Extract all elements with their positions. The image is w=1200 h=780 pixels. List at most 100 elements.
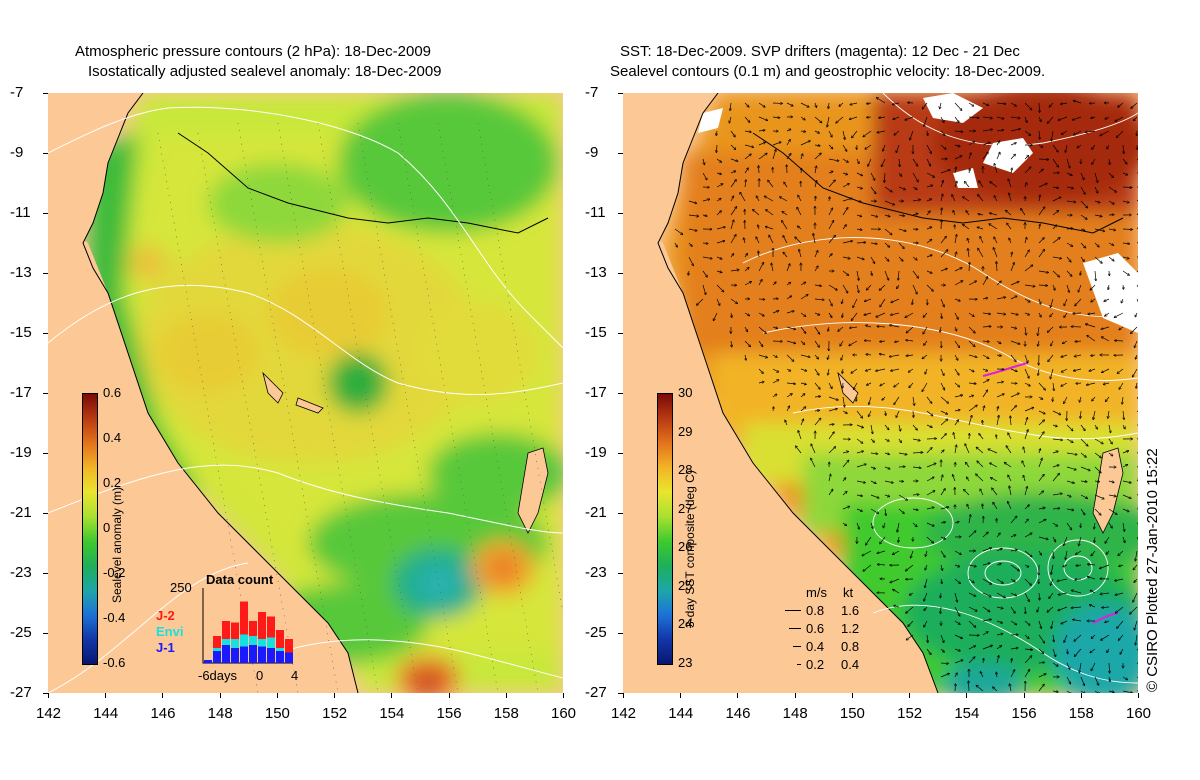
velocity-vector xyxy=(1080,452,1086,457)
velocity-vector xyxy=(996,607,1003,608)
data-count-bar-envi xyxy=(249,636,257,645)
lon-tick-label: 158 xyxy=(493,705,519,722)
velocity-vector xyxy=(968,340,975,346)
velocity-vector xyxy=(895,341,900,342)
velocity-vector xyxy=(1010,684,1011,692)
velocity-vector xyxy=(982,578,991,584)
lon-tick-mark xyxy=(219,693,221,698)
velocity-vector xyxy=(842,312,843,317)
velocity-vector xyxy=(1038,368,1039,375)
velocity-vector xyxy=(982,102,988,105)
velocity-vector xyxy=(1091,550,1096,556)
sla-colorbar-tick: -0.2 xyxy=(103,565,126,580)
velocity-vector xyxy=(1006,446,1012,454)
lat-tick-label: -17 xyxy=(10,384,32,401)
velocity-vector xyxy=(1079,662,1082,673)
velocity-vector xyxy=(814,299,824,300)
velocity-vector xyxy=(772,311,779,314)
velocity-vector xyxy=(940,410,947,414)
data-count-bar-envi xyxy=(231,639,239,648)
right-title-line1: SST: 18-Dec-2009. SVP drifters (magenta)… xyxy=(620,43,1020,60)
velocity-vector xyxy=(1094,228,1104,231)
velocity-vector xyxy=(979,181,984,188)
velocity-vector xyxy=(1024,634,1029,638)
velocity-vector xyxy=(996,297,1005,300)
velocity-vector xyxy=(1079,536,1082,546)
velocity-vector xyxy=(968,142,975,146)
velocity-vector xyxy=(1024,368,1029,378)
velocity-vector xyxy=(940,326,941,332)
velocity-vector xyxy=(1010,263,1014,272)
velocity-vector xyxy=(963,224,970,230)
velocity-vector xyxy=(731,312,732,317)
velocity-vector xyxy=(1066,466,1076,470)
velocity-vector xyxy=(1122,536,1125,542)
velocity-vector xyxy=(1010,406,1016,412)
velocity-vector xyxy=(1108,438,1112,444)
velocity-vector xyxy=(674,228,683,234)
velocity-vector xyxy=(922,382,928,391)
velocity-vector xyxy=(940,130,945,135)
velocity-vector xyxy=(1064,298,1068,306)
velocity-vector xyxy=(924,340,928,345)
velocity-vector xyxy=(828,221,834,230)
velocity-vector xyxy=(941,312,942,318)
lat-tick-label: -7 xyxy=(10,84,24,101)
velocity-vector xyxy=(800,131,805,132)
velocity-vector xyxy=(850,102,858,105)
velocity-vector xyxy=(877,98,886,104)
velocity-vector xyxy=(996,564,1001,565)
velocity-vector xyxy=(968,326,975,333)
velocity-vector xyxy=(982,129,992,132)
velocity-vector xyxy=(940,419,947,426)
data-count-bar-j1 xyxy=(222,645,230,663)
velocity-vector xyxy=(996,533,1000,538)
velocity-vector xyxy=(996,130,1003,131)
velocity-vector xyxy=(982,117,992,118)
velocity-legend-ms: 0.6 xyxy=(806,621,825,636)
velocity-vector xyxy=(854,382,858,389)
velocity-vector xyxy=(842,451,848,453)
velocity-vector xyxy=(912,200,920,201)
velocity-vector xyxy=(968,281,976,286)
velocity-vector xyxy=(1134,340,1138,347)
velocity-vector xyxy=(1052,473,1059,482)
velocity-vector xyxy=(744,238,745,244)
velocity-vector xyxy=(730,235,736,244)
velocity-vector xyxy=(1118,102,1124,107)
velocity-vector xyxy=(842,130,845,139)
velocity-vector xyxy=(716,158,721,162)
velocity-vector xyxy=(954,395,962,398)
velocity-vector xyxy=(996,435,997,440)
data-count-bar-envi xyxy=(213,648,221,651)
velocity-vector xyxy=(1038,396,1042,399)
velocity-vector xyxy=(926,463,936,468)
velocity-vector xyxy=(786,311,794,314)
velocity-vector xyxy=(1038,249,1044,258)
velocity-vector xyxy=(1024,130,1030,135)
velocity-vector xyxy=(1038,662,1044,663)
velocity-vector xyxy=(1038,169,1043,174)
lon-tick-mark xyxy=(1080,693,1082,698)
velocity-vector xyxy=(1048,354,1054,361)
velocity-vector xyxy=(983,659,984,664)
velocity-vector xyxy=(1088,313,1096,314)
velocity-vector xyxy=(1074,634,1082,641)
velocity-vector xyxy=(898,536,899,542)
velocity-vector xyxy=(842,241,852,244)
velocity-vector xyxy=(842,298,843,303)
velocity-vector xyxy=(1008,433,1012,440)
velocity-vector xyxy=(842,184,849,188)
lon-tick-mark xyxy=(1138,693,1139,698)
velocity-vector xyxy=(991,478,998,482)
velocity-vector xyxy=(1135,312,1137,317)
velocity-vector xyxy=(989,224,998,230)
velocity-vector xyxy=(730,196,734,202)
velocity-vector xyxy=(814,382,820,389)
velocity-vector xyxy=(870,172,875,180)
velocity-vector xyxy=(1122,465,1128,468)
velocity-vector xyxy=(828,208,832,216)
velocity-vector xyxy=(913,396,914,405)
velocity-vector xyxy=(982,632,988,636)
velocity-vector xyxy=(702,270,707,277)
